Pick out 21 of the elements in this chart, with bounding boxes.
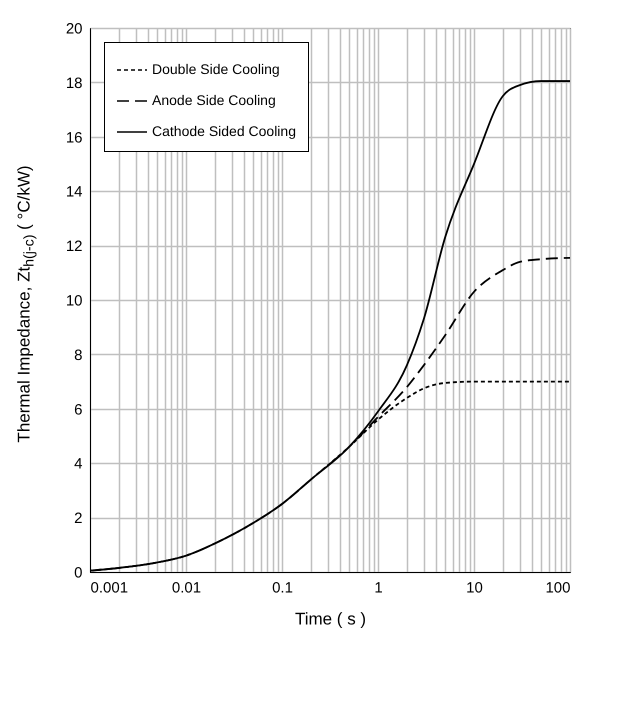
y-tick-label: 12: [66, 238, 82, 256]
y-tick-label: 16: [66, 129, 82, 146]
legend-label: Double Side Cooling: [152, 61, 280, 77]
y-tick-label: 4: [74, 456, 82, 473]
y-tick-label: 2: [74, 510, 82, 528]
x-tick-label: 1: [374, 580, 383, 596]
y-tick-label: 14: [66, 184, 82, 201]
y-tick-label: 8: [74, 346, 82, 364]
x-tick-label: 0.1: [272, 580, 293, 596]
y-tick-label: 10: [66, 292, 82, 310]
x-axis-title: Time ( s ): [294, 610, 366, 628]
legend-label: Anode Side Cooling: [152, 92, 276, 108]
x-tick-label: 0.001: [90, 580, 128, 596]
x-tick-label: 10: [466, 580, 483, 596]
y-tick-label: 20: [66, 20, 82, 38]
x-tick-label: 100: [545, 580, 570, 596]
y-tick-label: 18: [66, 74, 82, 92]
x-tick-label: 0.01: [172, 580, 202, 596]
y-tick-label: 6: [74, 401, 82, 418]
y-tick-label: 0: [74, 564, 82, 582]
legend-label: Cathode Sided Cooling: [152, 123, 296, 139]
